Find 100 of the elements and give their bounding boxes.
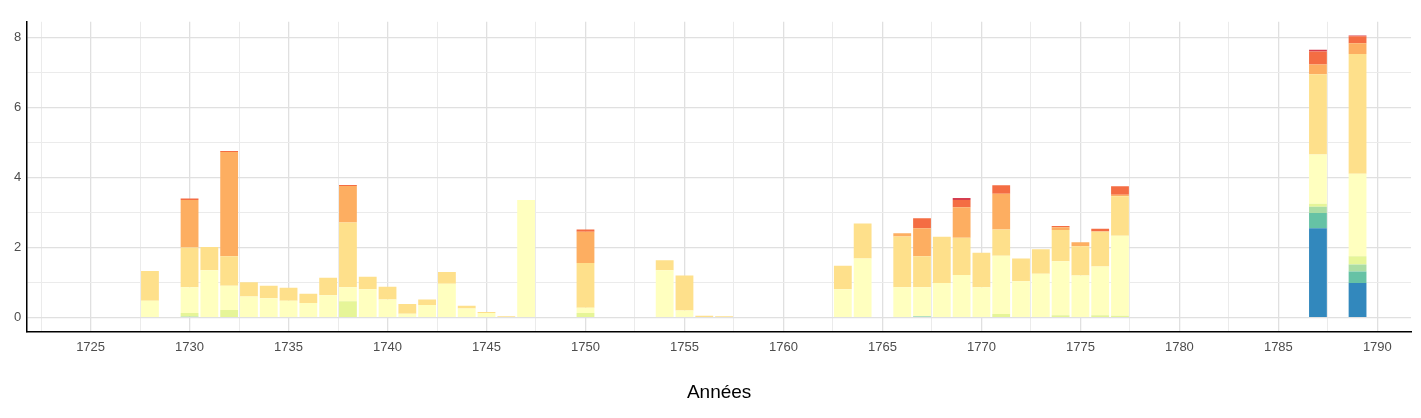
x-tick-label: 1790: [1362, 338, 1392, 354]
bar: [141, 271, 159, 301]
bar: [992, 229, 1011, 256]
bar: [913, 256, 931, 288]
x-tick-label: 1760: [768, 338, 798, 354]
bar: [418, 305, 437, 317]
bar: [952, 207, 971, 238]
bar: [992, 185, 1011, 194]
bar: [141, 300, 159, 317]
bar: [220, 152, 239, 257]
x-tick-label: 1780: [1164, 338, 1194, 354]
y-tick-label: 4: [14, 169, 22, 185]
bar: [992, 193, 1011, 230]
bar: [339, 287, 357, 302]
bar: [1348, 282, 1367, 317]
bar: [240, 296, 258, 317]
bar: [893, 287, 912, 317]
bar: [1111, 196, 1129, 236]
bar: [1111, 235, 1129, 316]
x-tick-label: 1775: [1065, 338, 1095, 354]
bar: [893, 236, 912, 288]
bar: [1309, 212, 1327, 229]
bar: [992, 255, 1011, 315]
x-tick-label: 1770: [966, 338, 996, 354]
bar: [952, 197, 971, 200]
bar: [952, 274, 971, 317]
bar: [1091, 266, 1110, 316]
x-tick-label: 1750: [571, 338, 600, 354]
bar: [398, 313, 417, 317]
x-tick-label: 1730: [175, 338, 205, 354]
bar: [1309, 64, 1327, 75]
bar: [358, 276, 377, 290]
bar: [972, 252, 991, 288]
bar: [853, 223, 872, 259]
bar: [1348, 271, 1367, 283]
x-tick-label: 1765: [867, 338, 897, 354]
bar: [1309, 203, 1327, 207]
bar: [576, 307, 595, 314]
bar: [1071, 242, 1090, 247]
bar: [655, 270, 674, 317]
bar: [1348, 256, 1367, 265]
bar: [853, 258, 872, 317]
bar: [1348, 54, 1367, 174]
bar: [240, 282, 258, 297]
bar: [833, 265, 852, 290]
bar: [180, 287, 199, 314]
bar: [339, 301, 357, 317]
bar: [913, 228, 931, 257]
bar: [279, 287, 298, 301]
y-tick-label: 0: [14, 309, 22, 325]
bar: [913, 287, 931, 317]
y-tick-label: 6: [14, 99, 22, 115]
x-tick-label: 1785: [1263, 338, 1293, 354]
bar: [576, 231, 595, 263]
bar: [299, 293, 318, 303]
bar: [1348, 43, 1367, 55]
bar: [220, 256, 239, 286]
y-tick-label: 2: [14, 239, 22, 255]
bar: [1012, 281, 1030, 317]
bar: [576, 229, 595, 232]
bar: [259, 285, 278, 299]
bar: [1309, 154, 1327, 204]
bar: [913, 218, 931, 229]
x-tick-label: 1735: [274, 338, 303, 354]
bar: [675, 275, 694, 311]
bar: [1031, 273, 1050, 317]
bar: [418, 299, 437, 305]
bar: [517, 199, 536, 317]
bar: [952, 199, 971, 208]
x-tick-label: 1745: [472, 338, 501, 354]
bar: [339, 185, 357, 223]
bar: [358, 289, 377, 317]
bar: [932, 282, 951, 317]
bar: [1348, 36, 1367, 44]
bar: [1031, 249, 1050, 274]
bar: [1309, 51, 1327, 65]
bar: [1309, 206, 1327, 213]
x-tick-label: 1725: [76, 338, 106, 354]
bar: [1111, 186, 1129, 195]
bar: [438, 272, 456, 284]
x-tick-label: 1755: [670, 338, 699, 354]
bar: [180, 199, 199, 248]
bar: [457, 308, 476, 317]
bar: [220, 309, 239, 317]
bar: [378, 286, 397, 300]
bar: [576, 313, 595, 317]
bar: [893, 233, 912, 237]
bar: [200, 246, 219, 271]
bar: [932, 236, 951, 283]
bar: [319, 295, 338, 317]
bar: [1348, 264, 1367, 272]
bar: [675, 310, 694, 317]
bar: [319, 277, 338, 296]
bar: [972, 287, 991, 317]
bar: [833, 289, 852, 317]
bar: [220, 285, 239, 310]
bar: [259, 298, 278, 317]
bar: [279, 300, 298, 317]
x-axis-title: Années: [686, 380, 752, 402]
bar: [655, 260, 674, 271]
